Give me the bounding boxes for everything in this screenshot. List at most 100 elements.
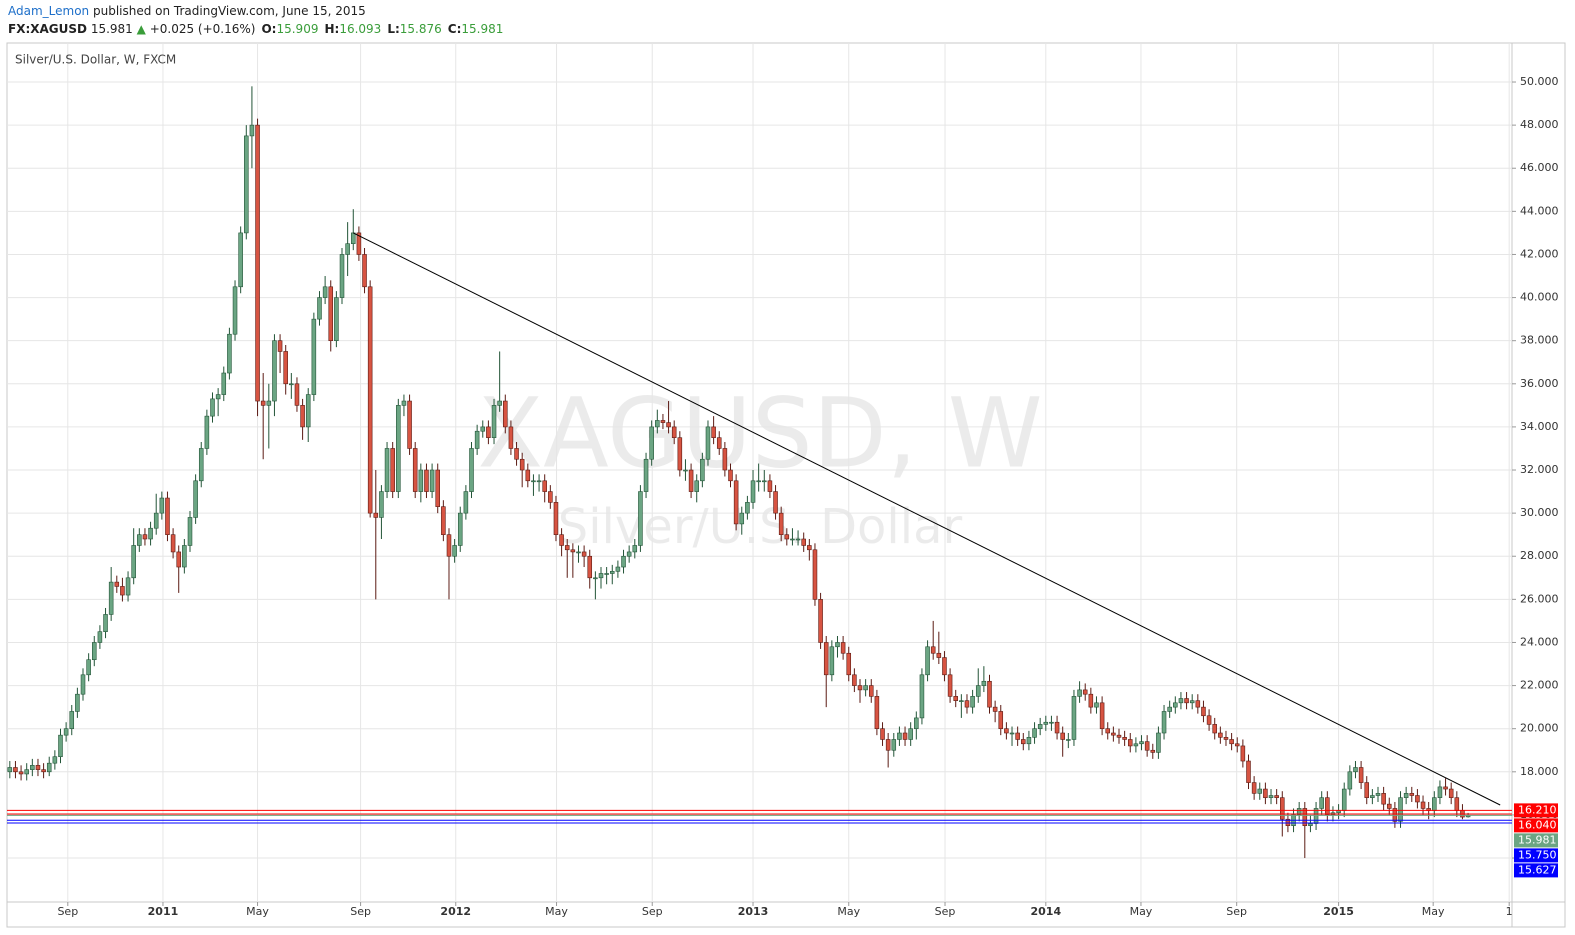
- candle-body: [829, 646, 835, 676]
- candle-body: [711, 426, 716, 438]
- candle-body: [593, 577, 598, 580]
- candle-body: [1077, 689, 1082, 697]
- candle-body: [412, 448, 418, 492]
- last-price: 15.981: [91, 22, 133, 36]
- candle-body: [812, 549, 818, 600]
- level-label-box: [1514, 818, 1558, 833]
- candle-body: [728, 469, 733, 482]
- candle-body: [204, 415, 210, 449]
- y-tick-label: 28.000: [1520, 549, 1559, 562]
- candle-body: [63, 728, 69, 736]
- candle-body: [1234, 743, 1240, 747]
- candle-body: [446, 534, 452, 557]
- candle-body: [97, 631, 103, 643]
- y-tick-label: 32.000: [1520, 463, 1559, 476]
- candle-body: [626, 551, 632, 557]
- candle-body: [975, 685, 981, 697]
- publish-line: Adam_Lemon published on TradingView.com,…: [8, 4, 366, 18]
- candle-body: [187, 517, 193, 546]
- ohlc-value: 15.909: [276, 22, 318, 36]
- y-tick-label: 22.000: [1520, 679, 1559, 692]
- x-tick-label: Sep: [1226, 905, 1247, 918]
- candle-body: [441, 506, 446, 535]
- y-tick-label: 50.000: [1520, 75, 1559, 88]
- candle-body: [367, 286, 373, 514]
- candle-body: [638, 491, 643, 546]
- candle-body: [1437, 786, 1443, 798]
- candle-body: [880, 728, 885, 740]
- candle-body: [722, 448, 728, 471]
- candle-body: [919, 674, 925, 719]
- candle-body: [1246, 760, 1251, 783]
- candle-body: [1060, 732, 1065, 740]
- y-tick-label: 42.000: [1520, 247, 1559, 260]
- candle-body: [874, 696, 880, 729]
- candle-body: [1448, 788, 1454, 798]
- published-text: published on TradingView.com, June 15, 2…: [93, 4, 366, 18]
- candle-body: [1353, 767, 1358, 773]
- x-tick-label: 2013: [738, 905, 769, 918]
- candle-body: [587, 555, 593, 579]
- candle-body: [1358, 767, 1364, 783]
- candle-body: [863, 685, 868, 691]
- candle-body: [705, 426, 711, 460]
- x-tick-label: 2014: [1030, 905, 1061, 918]
- candle-body: [655, 420, 660, 428]
- candle-body: [823, 642, 829, 676]
- candle-body: [1111, 732, 1116, 736]
- candle-body: [1071, 696, 1077, 740]
- candle-body: [846, 652, 852, 676]
- y-tick-label: 38.000: [1520, 334, 1559, 347]
- candle-body: [576, 551, 581, 554]
- candle-body: [305, 394, 311, 428]
- candle-body: [581, 551, 587, 557]
- candle-body: [1127, 739, 1133, 747]
- candle-body: [390, 448, 395, 492]
- candle-body: [981, 680, 987, 686]
- level-label-box: [1514, 848, 1558, 863]
- candles-group: [7, 86, 1471, 859]
- candle-body: [1308, 823, 1313, 826]
- candle-body: [1386, 803, 1392, 809]
- candle-body: [807, 545, 812, 551]
- candle-body: [474, 430, 480, 449]
- level-label-box: [1514, 863, 1558, 878]
- candle-body: [891, 739, 897, 751]
- candle-body: [660, 420, 666, 423]
- x-tick-label: May: [545, 905, 568, 918]
- candle-body: [283, 351, 288, 385]
- candle-body: [1195, 700, 1201, 708]
- candle-body: [491, 405, 497, 438]
- candle-body: [1381, 793, 1386, 805]
- ohlc-value: 15.981: [461, 22, 503, 36]
- candle-body: [1004, 728, 1009, 734]
- x-tick-label: 2015: [1323, 905, 1354, 918]
- candle-body: [345, 243, 350, 255]
- y-tick-label: 26.000: [1520, 592, 1559, 605]
- candle-body: [170, 534, 176, 553]
- candle-body: [13, 767, 18, 773]
- x-tick-label: May: [1130, 905, 1153, 918]
- candle-body: [1263, 788, 1268, 798]
- author-link[interactable]: Adam_Lemon: [8, 4, 89, 18]
- ohlc: O:15.909 H:16.093 L:15.876 C:15.981: [261, 22, 503, 36]
- candle-body: [953, 696, 958, 701]
- candle-body: [649, 426, 654, 460]
- candle-body: [947, 674, 953, 697]
- candle-body: [193, 480, 198, 518]
- candle-body: [694, 480, 699, 492]
- candle-body: [1122, 737, 1127, 740]
- candle-body: [778, 512, 784, 535]
- candle-body: [925, 646, 930, 676]
- candle-body: [1184, 698, 1189, 704]
- candle-body: [756, 480, 761, 483]
- candle-body: [401, 400, 407, 406]
- candle-body: [936, 652, 942, 658]
- candle-body: [350, 232, 356, 244]
- candle-body: [1066, 739, 1071, 741]
- candle-body: [1251, 782, 1257, 794]
- candle-body: [548, 491, 553, 503]
- candle-body: [210, 398, 215, 417]
- candle-body: [677, 437, 683, 471]
